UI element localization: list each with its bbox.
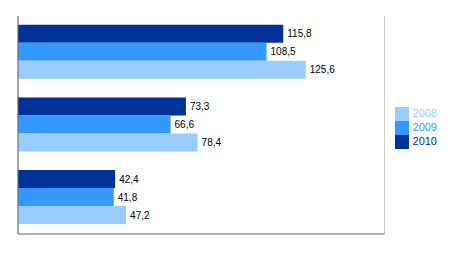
svg-text:42,4: 42,4 bbox=[119, 174, 139, 185]
svg-text:47,2: 47,2 bbox=[130, 210, 150, 221]
svg-text:66,6: 66,6 bbox=[175, 119, 195, 130]
html-text:2009: 2009 bbox=[412, 121, 437, 133]
svg-text:125,6: 125,6 bbox=[310, 64, 335, 75]
svg-text:41,8: 41,8 bbox=[118, 192, 138, 203]
svg-text:78,4: 78,4 bbox=[202, 137, 222, 148]
svg-text:115,8: 115,8 bbox=[287, 28, 312, 39]
svg-text:108,5: 108,5 bbox=[271, 46, 296, 57]
svg-text:73,3: 73,3 bbox=[190, 101, 210, 112]
html-text:2008: 2008 bbox=[412, 106, 437, 119]
html-text:2010: 2010 bbox=[412, 135, 437, 147]
